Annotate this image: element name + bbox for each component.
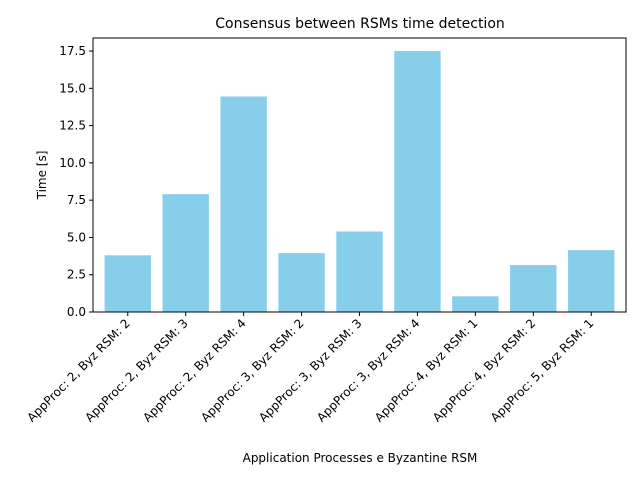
bar-1 <box>104 255 151 312</box>
y-tick-label: 7.5 <box>67 193 86 207</box>
x-tick-label: AppProc: 3, Byz RSM: 2 <box>198 316 307 425</box>
bar-6 <box>394 51 441 313</box>
bar-4 <box>278 253 325 312</box>
y-tick-label: 5.0 <box>67 230 86 244</box>
y-tick-label: 0.0 <box>67 305 86 319</box>
y-tick-label: 17.5 <box>59 44 86 58</box>
x-tick-label: AppProc: 2, Byz RSM: 3 <box>82 316 191 425</box>
bar-8 <box>510 265 557 312</box>
plot-frame <box>92 37 627 313</box>
y-tick-label: 2.5 <box>67 268 86 282</box>
y-tick-label: 15.0 <box>59 81 86 95</box>
x-tick-label: AppProc: 4, Byz RSM: 1 <box>372 316 481 425</box>
x-tick-label: AppProc: 4, Byz RSM: 2 <box>430 316 539 425</box>
bar-3 <box>220 96 267 312</box>
bar-2 <box>162 194 209 312</box>
chart-title: Consensus between RSMs time detection <box>215 16 505 32</box>
y-axis: 0.0 2.5 5.0 7.5 10.0 12.5 15.0 17.5 <box>59 44 93 319</box>
y-tick-label: 12.5 <box>59 119 86 133</box>
bar-5 <box>336 231 383 312</box>
x-tick-label: AppProc: 3, Byz RSM: 4 <box>314 316 423 425</box>
x-tick-label: AppProc: 2, Byz RSM: 4 <box>140 316 249 425</box>
x-axis-label: Application Processes e Byzantine RSM <box>243 451 478 465</box>
x-tick-label: AppProc: 2, Byz RSM: 2 <box>24 316 133 425</box>
x-tick-label: AppProc: 5, Byz RSM: 1 <box>488 316 597 425</box>
bars-group <box>104 51 615 313</box>
bar-7 <box>452 296 499 312</box>
x-tick-label: AppProc: 3, Byz RSM: 3 <box>256 316 365 425</box>
y-axis-label: Time [s] <box>35 151 49 201</box>
bar-9 <box>568 250 615 312</box>
y-tick-label: 10.0 <box>59 156 86 170</box>
